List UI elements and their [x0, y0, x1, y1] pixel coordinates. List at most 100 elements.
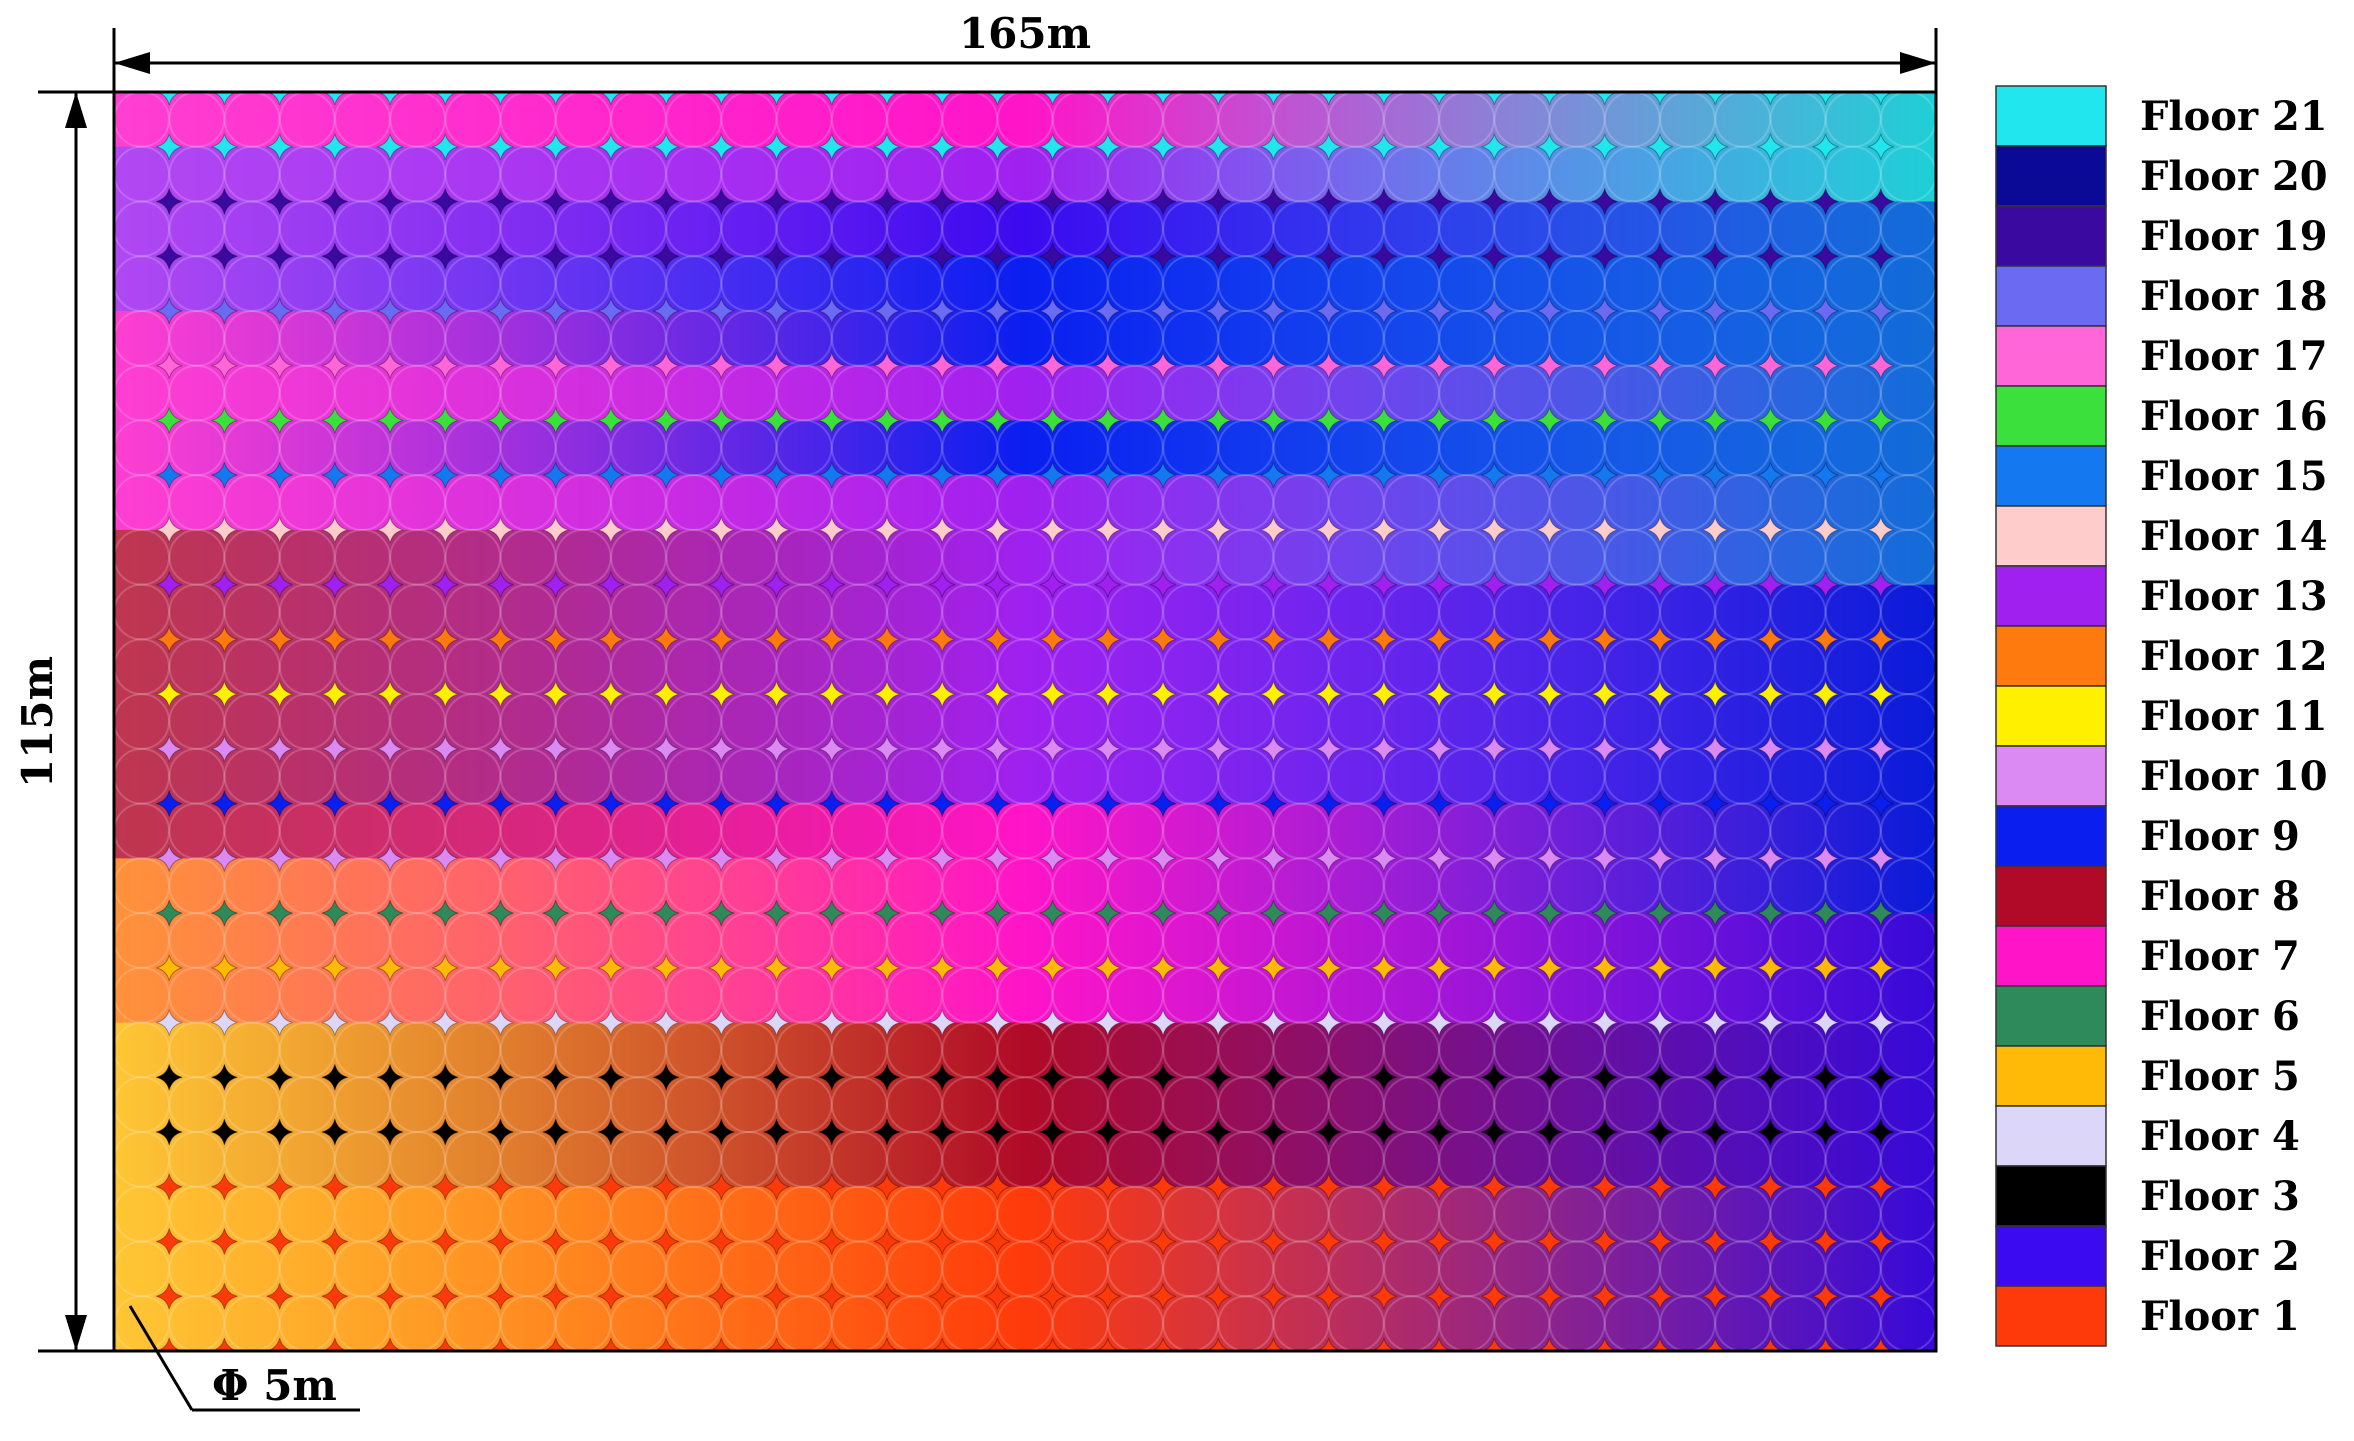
column-circle	[223, 419, 281, 477]
column-gap-marker	[1812, 1009, 1839, 1036]
column-gap-marker	[1757, 790, 1784, 817]
column-gap-marker	[1094, 571, 1121, 598]
column-circle	[1107, 912, 1164, 969]
column-circle	[554, 200, 612, 258]
column-circle	[996, 92, 1054, 148]
column-circle	[1659, 200, 1716, 258]
column-gap-marker	[1591, 571, 1618, 598]
column-circle	[444, 802, 502, 860]
column-gap-marker	[1260, 1283, 1287, 1310]
column-circle	[223, 309, 281, 367]
column-gap-marker	[1260, 1009, 1287, 1036]
column-gap-marker	[432, 133, 459, 160]
column-gap-marker	[1425, 954, 1453, 981]
column-gap-marker	[929, 845, 956, 872]
column-gap-marker	[1315, 462, 1342, 489]
column-gap-marker	[652, 845, 680, 872]
column-gap-marker	[1425, 243, 1453, 270]
column-circle	[775, 857, 833, 915]
column-gap-marker	[487, 790, 514, 817]
column-gap-marker	[1702, 1173, 1729, 1200]
column-circle	[1107, 528, 1164, 586]
column-gap-marker	[487, 1173, 514, 1200]
column-circle	[334, 145, 391, 203]
column-gap-marker	[542, 462, 569, 489]
column-gap-marker	[1094, 133, 1121, 160]
column-gap-marker	[542, 1064, 569, 1091]
legend-label: Floor 6	[2140, 993, 2300, 1040]
column-circle	[830, 528, 888, 586]
column-circle	[1603, 474, 1661, 531]
legend-swatch	[1995, 1045, 2107, 1107]
column-circle	[1327, 747, 1385, 805]
column-circle	[1714, 747, 1772, 805]
column-gap-marker	[542, 845, 569, 872]
column-circle	[1603, 1295, 1661, 1351]
column-circle	[665, 912, 723, 969]
column-gap-marker	[763, 407, 790, 434]
column-circle	[554, 1131, 612, 1188]
height-arrow-top	[65, 92, 87, 128]
column-circle	[1603, 528, 1661, 586]
column-gap-marker	[984, 1337, 1011, 1351]
column-circle	[1162, 1076, 1220, 1134]
column-circle	[1107, 1131, 1164, 1188]
column-circle	[499, 1076, 557, 1134]
column-circle	[941, 802, 999, 860]
column-circle	[389, 364, 447, 422]
column-circle	[1217, 92, 1275, 148]
column-circle	[1438, 364, 1496, 422]
column-gap-marker	[542, 954, 569, 981]
column-gap-marker	[763, 1064, 790, 1091]
column-circle	[1051, 912, 1109, 969]
column-circle	[610, 693, 667, 750]
column-circle	[554, 309, 612, 367]
column-gap-marker	[1370, 681, 1398, 708]
column-circle	[1107, 474, 1164, 531]
column-circle	[554, 528, 612, 586]
column-gap-marker	[211, 899, 238, 927]
column-gap-marker	[211, 1283, 238, 1310]
column-circle	[610, 1131, 667, 1188]
column-circle	[1327, 419, 1385, 477]
column-gap-marker	[1260, 954, 1287, 981]
column-circle	[1603, 802, 1661, 860]
column-circle	[1824, 145, 1882, 203]
column-gap-marker	[1039, 954, 1066, 981]
column-circle	[1493, 1240, 1551, 1298]
legend-item: Floor 16	[1995, 385, 2328, 447]
column-circle	[1162, 1021, 1220, 1079]
column-gap-marker	[1591, 407, 1618, 434]
column-gap-marker	[1481, 1009, 1508, 1036]
column-circle	[665, 583, 723, 641]
column-circle	[886, 474, 943, 531]
column-circle	[1107, 1240, 1164, 1298]
column-gap-marker	[376, 681, 404, 708]
column-gap-marker	[763, 1118, 790, 1146]
column-circle	[720, 802, 778, 860]
column-gap-marker	[763, 1009, 790, 1036]
column-circle	[720, 1185, 778, 1243]
column-gap-marker	[1481, 188, 1508, 215]
column-gap-marker	[1315, 626, 1342, 653]
column-gap-marker	[1370, 1118, 1398, 1146]
column-gap-marker	[929, 1118, 956, 1146]
column-gap-marker	[873, 845, 901, 872]
column-circle	[1162, 693, 1220, 750]
legend-item: Floor 11	[1995, 685, 2328, 747]
column-circle	[1603, 966, 1661, 1024]
column-gap-marker	[156, 1009, 183, 1036]
column-gap-marker	[266, 243, 293, 270]
column-circle	[1272, 1131, 1330, 1188]
column-gap-marker	[873, 133, 901, 160]
column-gap-marker	[708, 92, 735, 106]
column-circle	[1327, 364, 1385, 422]
column-gap-marker	[542, 1283, 569, 1310]
column-gap-marker	[487, 845, 514, 872]
column-circle	[886, 364, 943, 422]
column-gap-marker	[487, 188, 514, 215]
column-gap-marker	[487, 954, 514, 981]
column-gap-marker	[542, 571, 569, 598]
column-circle	[1769, 200, 1827, 258]
column-gap-marker	[984, 92, 1011, 106]
